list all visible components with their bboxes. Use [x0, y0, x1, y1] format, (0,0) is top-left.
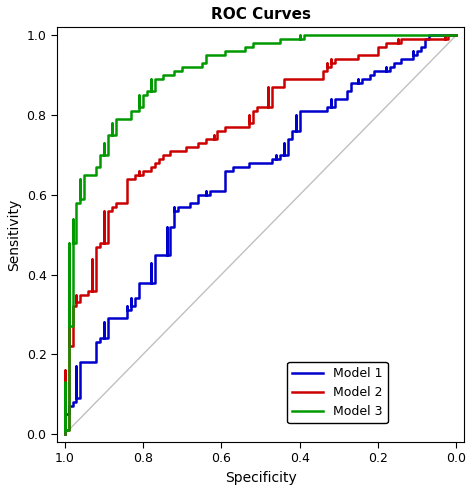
Model 1 [128, 304, 134, 309]
Model 3 [442, 32, 447, 38]
Model 2 [89, 287, 95, 293]
Model 1 [454, 32, 459, 38]
Line: Model 3: Model 3 [65, 35, 456, 434]
Line: Model 1: Model 1 [65, 35, 456, 434]
Model 1 [364, 76, 369, 82]
Model 1 [222, 176, 228, 182]
X-axis label: Specificity: Specificity [225, 471, 296, 485]
Model 3 [324, 32, 330, 38]
Model 2 [62, 431, 68, 437]
Title: ROC Curves: ROC Curves [210, 7, 310, 22]
Model 2 [454, 32, 459, 38]
Model 3 [297, 32, 302, 38]
Model 2 [442, 32, 447, 38]
Model 3 [454, 32, 459, 38]
Model 3 [140, 92, 146, 98]
Model 2 [344, 56, 349, 62]
Model 1 [62, 431, 68, 437]
Model 1 [210, 188, 216, 194]
Model 2 [172, 148, 177, 154]
Model 1 [269, 160, 275, 166]
Model 2 [191, 144, 197, 150]
Model 2 [442, 36, 447, 42]
Model 2 [234, 124, 240, 130]
Model 3 [132, 108, 138, 114]
Model 3 [70, 220, 75, 226]
Y-axis label: Sensitivity: Sensitivity [7, 199, 21, 271]
Model 3 [62, 431, 68, 437]
Model 3 [179, 68, 185, 74]
Model 1 [426, 32, 432, 38]
Legend: Model 1, Model 2, Model 3: Model 1, Model 2, Model 3 [287, 362, 388, 424]
Line: Model 2: Model 2 [65, 35, 456, 434]
Model 1 [442, 32, 447, 38]
